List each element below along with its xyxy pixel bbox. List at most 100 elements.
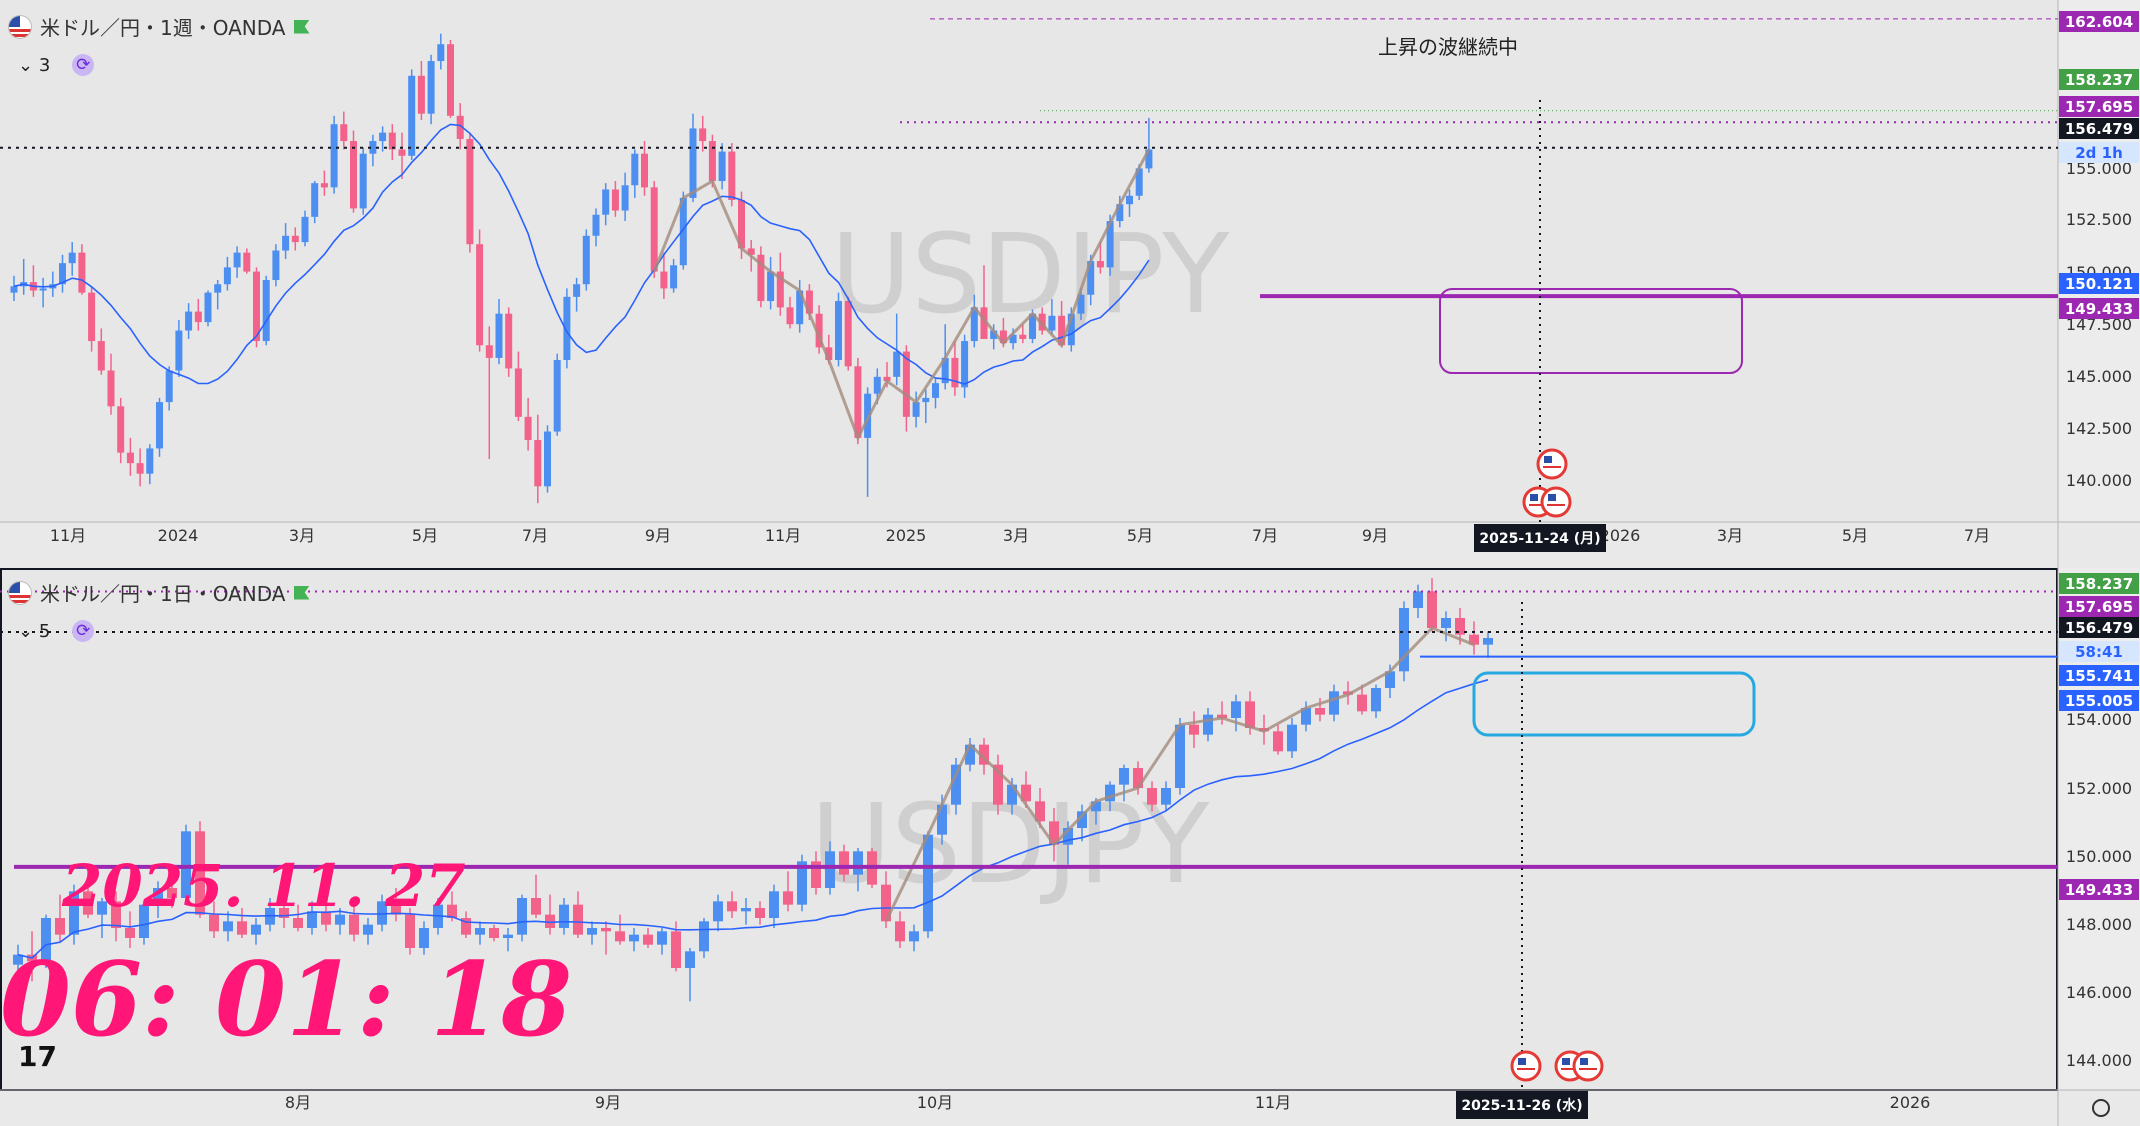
candle-body[interactable]	[1385, 671, 1395, 688]
candle-body[interactable]	[592, 214, 600, 236]
candle-body[interactable]	[107, 370, 115, 407]
candle-body[interactable]	[1217, 714, 1227, 718]
candle-body[interactable]	[253, 271, 260, 342]
candle-body[interactable]	[1231, 701, 1241, 718]
candle-body[interactable]	[456, 115, 464, 139]
candle-body[interactable]	[1021, 784, 1031, 802]
candle-body[interactable]	[330, 124, 338, 188]
candle-body[interactable]	[573, 904, 583, 935]
candle-body[interactable]	[582, 235, 590, 285]
candle-body[interactable]	[291, 235, 299, 243]
candle-body[interactable]	[350, 141, 357, 209]
candle-body[interactable]	[475, 928, 485, 935]
candle-body[interactable]	[476, 244, 484, 346]
candle-body[interactable]	[611, 189, 619, 211]
candle-body[interactable]	[503, 934, 513, 938]
candle-body[interactable]	[783, 891, 793, 905]
candle-body[interactable]	[427, 61, 435, 114]
candle-body[interactable]	[902, 351, 910, 417]
candle-body[interactable]	[1371, 688, 1381, 712]
candle-body[interactable]	[1048, 315, 1056, 331]
sync-icon[interactable]: ⟳	[72, 54, 95, 76]
candle-body[interactable]	[755, 908, 765, 918]
candle-body[interactable]	[461, 918, 471, 935]
candle-body[interactable]	[489, 928, 499, 938]
candle-body[interactable]	[282, 235, 290, 251]
target-zone-box[interactable]	[1472, 671, 1756, 737]
candle-body[interactable]	[1483, 638, 1493, 645]
candle-body[interactable]	[553, 360, 561, 432]
daily-symbol-header[interactable]: 米ドル／円・1日・OANDA	[8, 578, 310, 607]
candle-body[interactable]	[514, 368, 522, 417]
candle-body[interactable]	[377, 901, 387, 925]
candle-body[interactable]	[670, 265, 678, 289]
candle-body[interactable]	[844, 301, 852, 367]
candle-body[interactable]	[125, 928, 135, 938]
candle-body[interactable]	[923, 834, 933, 932]
candle-body[interactable]	[811, 861, 821, 888]
candle-body[interactable]	[805, 290, 813, 314]
candle-body[interactable]	[55, 918, 65, 935]
candle-body[interactable]	[1126, 195, 1133, 205]
candle-body[interactable]	[68, 252, 76, 264]
candle-body[interactable]	[699, 128, 707, 142]
candle-body[interactable]	[41, 918, 51, 962]
candle-body[interactable]	[602, 189, 610, 215]
candle-body[interactable]	[1087, 261, 1095, 295]
candle-body[interactable]	[237, 921, 247, 935]
candle-body[interactable]	[398, 149, 406, 156]
candle-body[interactable]	[839, 851, 849, 875]
candle-body[interactable]	[195, 831, 205, 915]
candle-body[interactable]	[650, 187, 658, 272]
candle-body[interactable]	[685, 951, 695, 968]
candle-body[interactable]	[1096, 261, 1104, 268]
candle-body[interactable]	[1189, 724, 1199, 735]
candle-body[interactable]	[1273, 731, 1283, 752]
candle-body[interactable]	[1455, 618, 1465, 635]
target-zone-box[interactable]	[1439, 288, 1743, 374]
candle-body[interactable]	[321, 911, 331, 925]
candle-body[interactable]	[999, 330, 1007, 344]
candle-body[interactable]	[1245, 701, 1255, 728]
candle-body[interactable]	[1063, 828, 1073, 845]
candle-body[interactable]	[340, 124, 348, 142]
candle-body[interactable]	[279, 908, 289, 918]
candle-body[interactable]	[1427, 591, 1437, 628]
candle-body[interactable]	[379, 132, 387, 142]
candle-body[interactable]	[136, 463, 144, 474]
candle-body[interactable]	[233, 252, 241, 268]
candle-body[interactable]	[1106, 221, 1114, 268]
candle-body[interactable]	[97, 341, 105, 371]
candle-body[interactable]	[293, 918, 303, 928]
candle-body[interactable]	[1133, 768, 1143, 788]
candle-body[interactable]	[405, 914, 415, 948]
candle-body[interactable]	[165, 370, 173, 403]
candle-body[interactable]	[747, 248, 755, 255]
candle-body[interactable]	[767, 271, 775, 302]
candle-body[interactable]	[671, 931, 681, 968]
economic-event-icon[interactable]	[1540, 486, 1572, 518]
candle-body[interactable]	[388, 132, 396, 150]
candle-body[interactable]	[139, 904, 149, 938]
candle-body[interactable]	[796, 290, 804, 325]
candle-body[interactable]	[1145, 149, 1153, 169]
candle-body[interactable]	[708, 141, 716, 182]
candle-body[interactable]	[980, 307, 988, 339]
candle-body[interactable]	[363, 924, 373, 935]
candle-body[interactable]	[909, 931, 919, 942]
candle-body[interactable]	[741, 908, 751, 912]
weekly-symbol-header[interactable]: 米ドル／円・1週・OANDA	[8, 12, 310, 41]
candle-body[interactable]	[126, 452, 134, 464]
candle-body[interactable]	[727, 901, 737, 912]
weekly-plot-area[interactable]	[0, 0, 2058, 522]
candle-body[interactable]	[1469, 634, 1479, 645]
candle-body[interactable]	[1105, 784, 1115, 802]
candle-body[interactable]	[951, 357, 959, 388]
candle-body[interactable]	[117, 406, 125, 453]
economic-event-icon[interactable]	[1510, 1050, 1542, 1082]
candle-body[interactable]	[307, 911, 317, 928]
candle-body[interactable]	[1019, 334, 1027, 339]
candle-body[interactable]	[531, 898, 541, 915]
candle-body[interactable]	[485, 345, 493, 358]
